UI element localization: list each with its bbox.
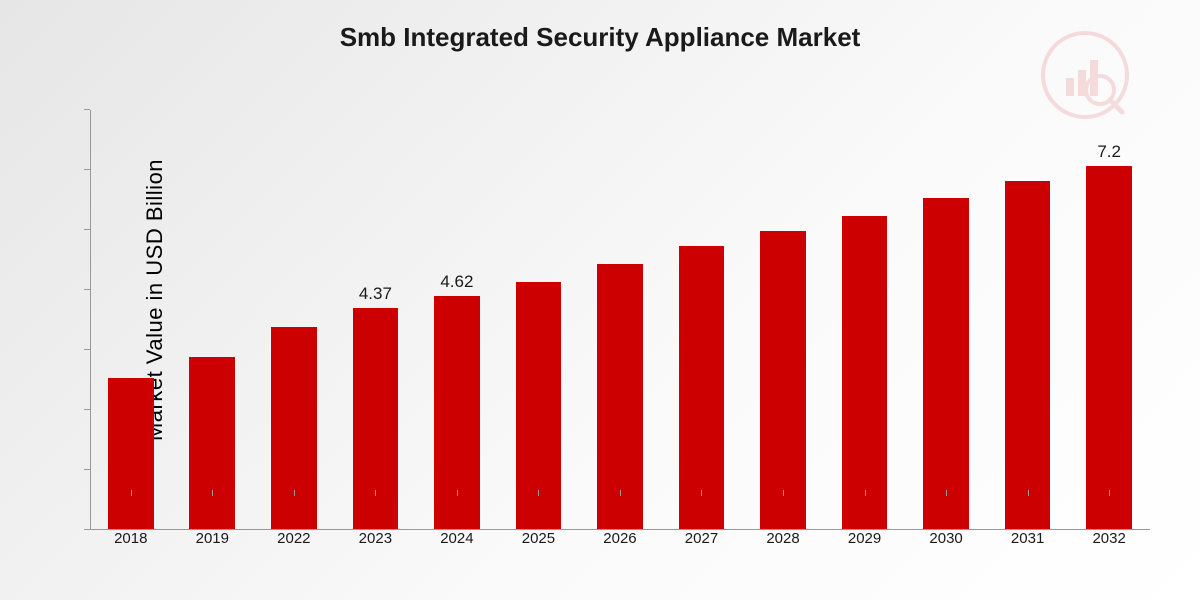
bar [271,327,317,529]
y-tick-mark [84,169,90,170]
bar-slot [824,110,906,529]
y-tick-mark [84,409,90,410]
bar-slot [253,110,335,529]
x-tick-label: 2022 [253,530,335,570]
bar-value-label: 7.2 [1097,142,1121,162]
x-tick-label: 2023 [335,530,417,570]
plot-area: 4.37 4.62 7.2 [90,110,1150,530]
bar-slot [579,110,661,529]
y-tick-mark [84,229,90,230]
bar-slot [987,110,1069,529]
bar [1005,181,1051,529]
bar-slot [742,110,824,529]
bar [108,378,154,529]
x-tick-label: 2032 [1068,530,1150,570]
bar-slot [661,110,743,529]
x-tick-label: 2024 [416,530,498,570]
bar-slot [905,110,987,529]
bar: 7.2 [1086,166,1132,529]
x-axis-ticks: 2018201920222023202420252026202720282029… [90,530,1150,570]
x-tick-label: 2029 [824,530,906,570]
bar [923,198,969,529]
x-tick-label: 2028 [742,530,824,570]
bar-slot: 7.2 [1068,110,1150,529]
bar-value-label: 4.37 [359,284,392,304]
bars-group: 4.37 4.62 7.2 [90,110,1150,529]
x-tick-label: 2019 [172,530,254,570]
bar [189,357,235,529]
y-tick-mark [84,289,90,290]
x-tick-label: 2026 [579,530,661,570]
x-tick-label: 2027 [661,530,743,570]
bar [679,246,725,529]
y-tick-mark [84,469,90,470]
bar-slot [90,110,172,529]
bar [760,231,806,529]
bar-slot: 4.37 [335,110,417,529]
bar [842,216,888,529]
chart-title: Smb Integrated Security Appliance Market [0,22,1200,53]
x-tick-label: 2025 [498,530,580,570]
x-tick-label: 2031 [987,530,1069,570]
x-tick-label: 2030 [905,530,987,570]
y-tick-mark [84,349,90,350]
bar-slot [498,110,580,529]
bar-value-label: 4.62 [440,272,473,292]
y-tick-mark [84,109,90,110]
bar-slot [172,110,254,529]
chart-container: Smb Integrated Security Appliance Market… [0,0,1200,600]
x-tick-label: 2018 [90,530,172,570]
bar-slot: 4.62 [416,110,498,529]
